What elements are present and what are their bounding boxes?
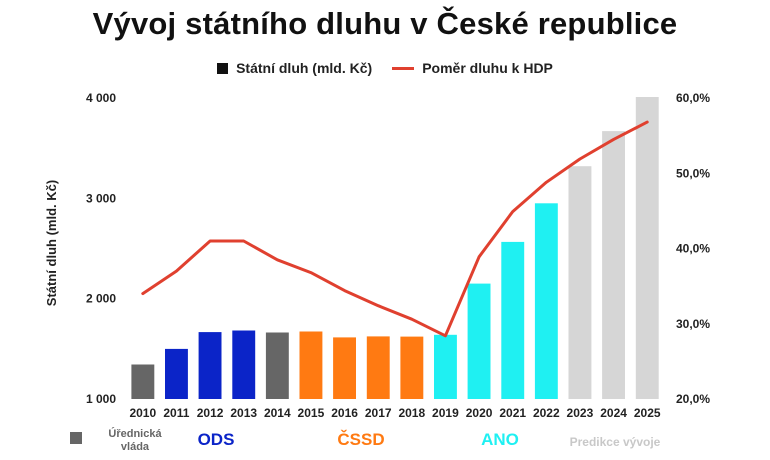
y-tick-left-0: 1 000 [86,392,116,406]
bar-2018 [400,336,424,399]
bar-2017 [366,336,390,399]
bar-2022 [534,203,558,399]
bar-2016 [333,337,356,399]
ratio-line [141,120,649,338]
bar-2025 [635,97,659,399]
y-tick-labels-right: 20,0% 30,0% 40,0% 50,0% 60,0% [676,91,710,406]
legend-item-ratio: Poměr dluhu k HDP [392,60,553,76]
group-label-cssd: ČSSD [337,430,385,449]
legend-label-ratio: Poměr dluhu k HDP [422,60,553,76]
bar-2019 [434,334,457,399]
bar-2021 [501,241,525,399]
y-axis-label: Státní dluh (mld. Kč) [44,180,59,306]
x-tick-2020: 2020 [466,406,493,420]
legend-bar-swatch [217,62,229,74]
x-tick-2014: 2014 [264,406,291,420]
y-tick-right-4: 60,0% [676,91,710,105]
bar-2013 [232,330,256,399]
x-tick-2024: 2024 [600,406,627,420]
group-swatch-caretaker [70,432,82,444]
x-tick-2012: 2012 [197,406,224,420]
bar-2011 [165,348,188,399]
legend-line-swatch [392,66,415,70]
y-tick-right-0: 20,0% [676,392,710,406]
legend-item-debt: Státní dluh (mld. Kč) [217,60,372,76]
y-tick-right-3: 50,0% [676,166,710,180]
bars-layer [131,97,659,399]
x-tick-2013: 2013 [230,406,257,420]
bar-2024 [602,131,625,399]
line-layer [141,120,649,338]
bar-2010 [131,364,155,399]
y-tick-labels-left: 1 000 2 000 3 000 4 000 [86,91,116,406]
x-tick-2022: 2022 [533,406,560,420]
y-tick-right-1: 30,0% [676,317,710,331]
bar-2020 [467,283,491,399]
y-tick-right-2: 40,0% [676,242,710,256]
x-tick-2019: 2019 [432,406,459,420]
x-tick-2025: 2025 [634,406,661,420]
x-tick-2017: 2017 [365,406,392,420]
x-tick-2018: 2018 [398,406,425,420]
bar-2023 [568,166,592,399]
group-label-caretaker: Úřednická vláda [108,428,162,453]
y-tick-left-3: 4 000 [86,91,116,105]
y-tick-left-1: 2 000 [86,292,116,306]
x-tick-2016: 2016 [331,406,358,420]
bar-2012 [198,332,222,399]
bar-2015 [299,331,323,399]
chart-title: Vývoj státního dluhu v České republice [92,6,678,41]
x-tick-2011: 2011 [163,406,189,420]
x-tick-labels: 2010 2011 2012 2013 2014 2015 2016 2017 2018 2019… [129,406,660,420]
group-label-ods: ODS [197,430,235,449]
bar-2014 [265,332,289,399]
x-tick-2015: 2015 [298,406,325,420]
group-label-forecast: Predikce vývoje [569,435,661,449]
x-tick-2010: 2010 [129,406,156,420]
x-tick-2021: 2021 [499,406,526,420]
group-label-ano: ANO [481,430,519,449]
y-tick-left-2: 3 000 [86,191,116,205]
legend: Státní dluh (mld. Kč) Poměr dluhu k HDP [0,60,770,76]
x-tick-2023: 2023 [567,406,594,420]
legend-label-debt: Státní dluh (mld. Kč) [236,60,373,76]
